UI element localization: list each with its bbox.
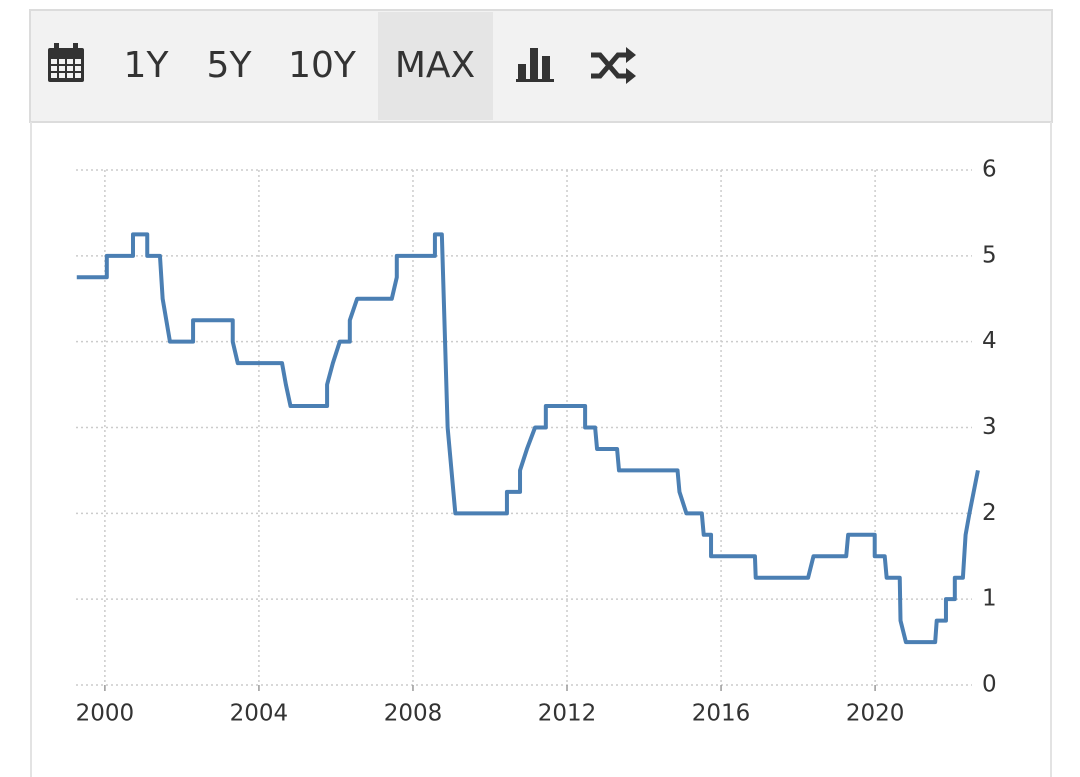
x-tick-label: 2008	[384, 701, 443, 727]
y-tick-label: 1	[982, 586, 997, 612]
shuffle-icon[interactable]	[591, 47, 636, 84]
y-tick-label: 6	[982, 157, 997, 183]
toolbar	[29, 9, 1053, 123]
range-button[interactable]: 10Y	[288, 45, 357, 86]
range-button[interactable]: 5Y	[207, 45, 253, 86]
calendar-icon[interactable]	[48, 43, 84, 82]
bar-chart-icon[interactable]	[516, 48, 554, 82]
range-button[interactable]: MAX	[395, 45, 475, 86]
x-tick-label: 2012	[538, 701, 597, 727]
y-tick-label: 4	[982, 328, 997, 354]
x-tick-label: 2016	[692, 701, 751, 727]
active-tab	[378, 12, 493, 120]
x-tick-label: 2020	[846, 701, 905, 727]
panel-border	[30, 122, 1052, 777]
data-line	[76, 232, 980, 645]
y-tick-label: 0	[982, 672, 997, 698]
y-tick-label: 5	[982, 242, 997, 268]
range-button[interactable]: 1Y	[124, 45, 170, 86]
x-tick-label: 2004	[230, 701, 289, 727]
x-tick-label: 2000	[76, 701, 135, 727]
plot: 0 1 2 3 4 5 6 2000 2004 2008 2012 2016 2020	[76, 157, 997, 727]
y-tick-label: 3	[982, 414, 997, 440]
y-tick-label: 2	[982, 500, 997, 526]
